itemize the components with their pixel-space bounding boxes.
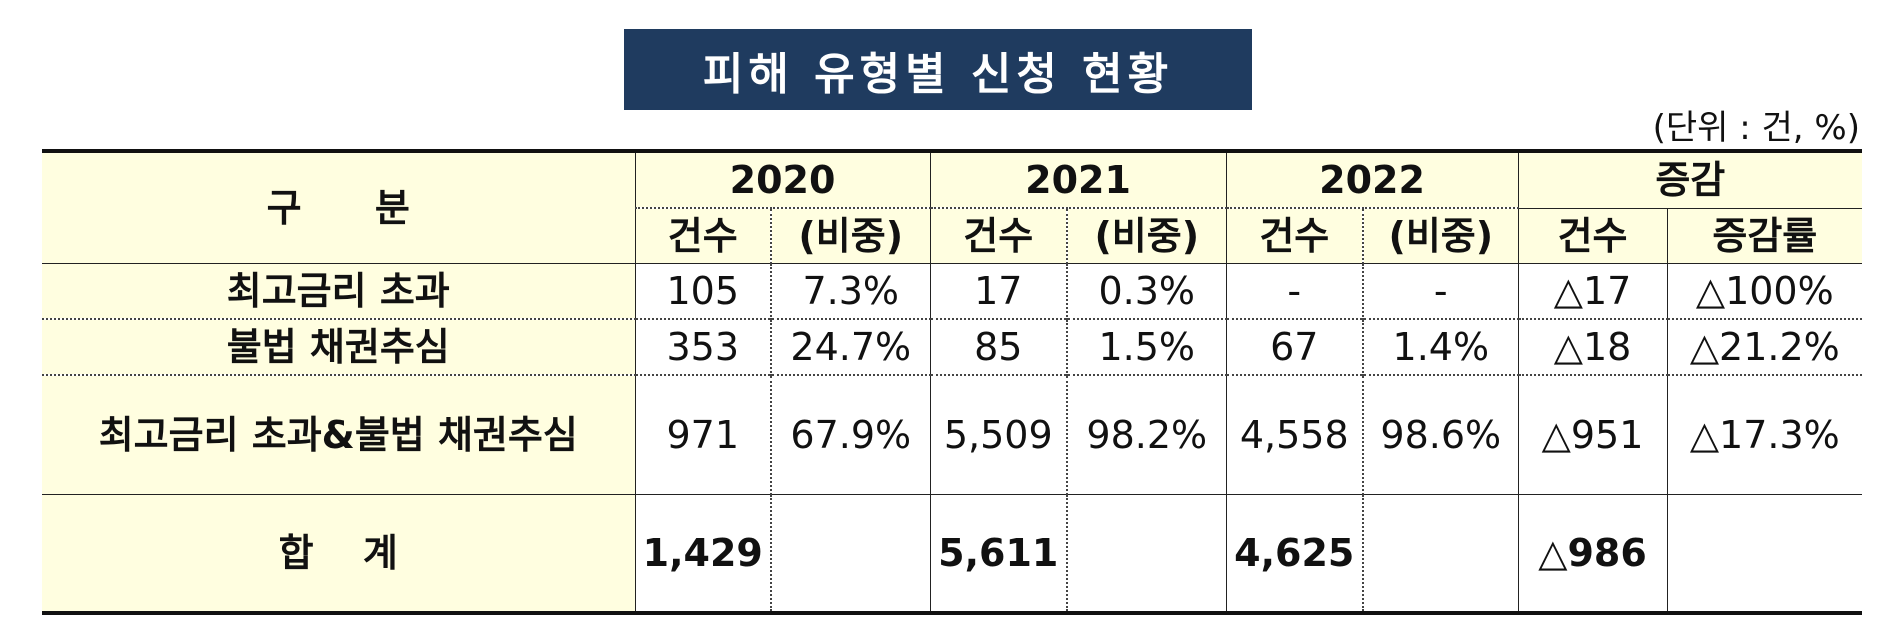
cell-share-2020: 7.3% — [770, 263, 931, 319]
header-year-2021: 2021 — [929, 149, 1227, 209]
header-count-2020: 건수 — [635, 207, 772, 264]
cell-count-2020: 971 — [634, 374, 772, 495]
cell-share-2022: - — [1362, 263, 1519, 319]
cell-share-2022: 1.4% — [1362, 318, 1519, 375]
row-label: 불법 채권추심 — [42, 318, 636, 375]
cell-change-count: △17 — [1517, 263, 1668, 319]
header-count-2021: 건수 — [929, 207, 1069, 264]
total-share-2022 — [1362, 494, 1519, 615]
cell-change-rate: △100% — [1666, 263, 1863, 319]
row-label: 최고금리 초과&불법 채권추심 — [42, 374, 636, 495]
header-share-2022: (비중) — [1362, 207, 1519, 264]
header-year-2022: 2022 — [1225, 149, 1519, 209]
cell-change-rate: △21.2% — [1666, 318, 1863, 375]
cell-count-2022: 67 — [1225, 318, 1365, 375]
total-change-rate — [1666, 494, 1863, 615]
total-label: 합 계 — [42, 494, 636, 615]
header-row-subcolumns: 건수 (비중) 건수 (비중) 건수 (비중) 건수 증감률 — [42, 207, 1863, 264]
header-year-2020: 2020 — [634, 149, 931, 209]
cell-change-rate: △17.3% — [1666, 374, 1863, 495]
cell-count-2022: - — [1225, 263, 1365, 319]
cell-count-2022: 4,558 — [1225, 374, 1365, 495]
cell-share-2021: 1.5% — [1066, 318, 1227, 375]
cell-count-2021: 5,509 — [929, 374, 1069, 495]
cell-share-2020: 67.9% — [770, 374, 931, 495]
header-category: 구 분 — [42, 149, 636, 264]
table-row: 최고금리 초과 105 7.3% 17 0.3% - - △17 △100% — [42, 263, 1863, 319]
total-share-2021 — [1066, 494, 1227, 615]
cell-count-2021: 85 — [929, 318, 1069, 375]
cell-share-2022: 98.6% — [1362, 374, 1519, 495]
header-change-count: 건수 — [1517, 207, 1668, 264]
total-share-2020 — [770, 494, 931, 615]
cell-share-2021: 0.3% — [1066, 263, 1227, 319]
header-change: 증감 — [1517, 149, 1863, 208]
header-row-years: 구 분 2020 2021 2022 증감 — [42, 149, 1863, 264]
table-row: 최고금리 초과&불법 채권추심 971 67.9% 5,509 98.2% 4,… — [42, 374, 1863, 495]
total-count-2020: 1,429 — [634, 494, 772, 615]
row-label: 최고금리 초과 — [42, 263, 636, 319]
cell-share-2021: 98.2% — [1066, 374, 1227, 495]
stats-table: 구 분 2020 2021 2022 증감 건수 (비중) 건수 (비중) 건수… — [42, 149, 1863, 615]
cell-change-count: △18 — [1517, 318, 1668, 375]
cell-change-count: △951 — [1517, 374, 1668, 495]
cell-count-2021: 17 — [929, 263, 1069, 319]
header-share-2021: (비중) — [1066, 207, 1227, 264]
unit-note: (단위 : 건, %) — [1652, 108, 1860, 148]
total-row: 합 계 1,429 5,611 4,625 △986 — [42, 494, 1863, 615]
total-count-2021: 5,611 — [929, 494, 1069, 615]
total-change-count: △986 — [1517, 494, 1668, 615]
cell-count-2020: 105 — [634, 263, 772, 319]
header-share-2020: (비중) — [770, 207, 931, 264]
cell-share-2020: 24.7% — [770, 318, 931, 375]
cell-count-2020: 353 — [634, 318, 772, 375]
header-change-rate: 증감률 — [1666, 207, 1863, 264]
header-count-2022: 건수 — [1225, 207, 1365, 264]
table-row: 불법 채권추심 353 24.7% 85 1.5% 67 1.4% △18 △2… — [42, 318, 1863, 375]
total-count-2022: 4,625 — [1225, 494, 1365, 615]
page-title: 피해 유형별 신청 현황 — [624, 29, 1252, 110]
